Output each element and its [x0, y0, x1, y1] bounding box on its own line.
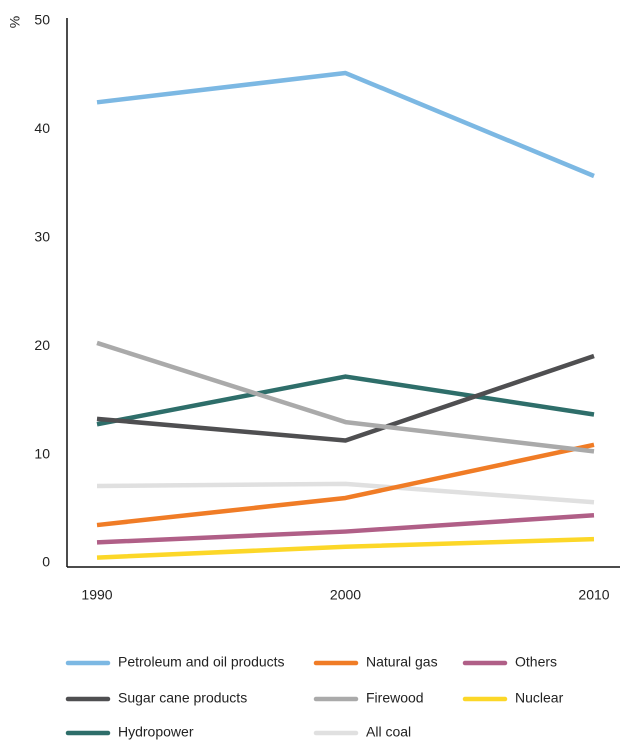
legend-label: Firewood: [366, 690, 424, 706]
line-series: [96, 481, 595, 505]
line-series: [96, 374, 595, 427]
legend-label: Petroleum and oil products: [118, 654, 285, 670]
line-series: [96, 70, 595, 179]
legend-label: All coal: [366, 724, 411, 740]
x-tick-label: 2000: [330, 587, 361, 603]
y-tick-label: 10: [34, 445, 50, 461]
line-series: [96, 353, 595, 443]
line-series: [96, 513, 595, 545]
y-tick-label: 20: [34, 337, 50, 353]
x-tick-label: 1990: [81, 587, 112, 603]
y-tick-label: 30: [34, 229, 50, 245]
line-series: [96, 340, 595, 454]
x-tick-label: 2010: [578, 587, 609, 603]
y-tick-label: 50: [34, 12, 50, 28]
legend-label: Nuclear: [515, 690, 564, 706]
legend-label: Others: [515, 654, 557, 670]
y-tick-label: 0: [42, 554, 50, 570]
legend-label: Sugar cane products: [118, 690, 247, 706]
legend-label: Hydropower: [118, 724, 194, 740]
line-series: [96, 442, 595, 528]
legend-label: Natural gas: [366, 654, 438, 670]
line-series: [96, 536, 595, 560]
y-tick-label: 40: [34, 120, 50, 136]
y-axis-label: %: [7, 16, 23, 28]
